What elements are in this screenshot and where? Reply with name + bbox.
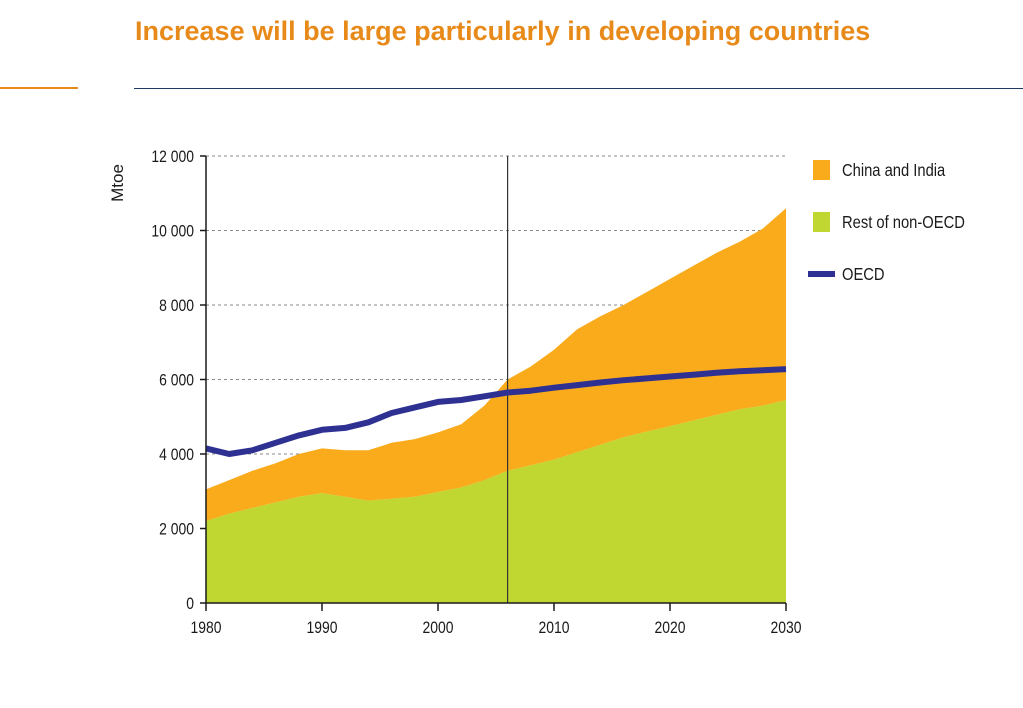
line-oecd	[205, 366, 787, 457]
chart-lines	[205, 366, 787, 457]
x-tick-label: 2020	[655, 619, 686, 638]
y-tick-label: 8 000	[159, 297, 194, 316]
legend-swatch-china-and-india	[813, 160, 830, 180]
x-tick-label: 1990	[307, 619, 338, 638]
y-tick-label: 6 000	[159, 371, 194, 390]
legend-swatch-oecd	[808, 271, 835, 277]
y-tick-label: 0	[186, 595, 194, 614]
legend-label-china-and-india: China and India	[842, 161, 946, 181]
x-tick-label: 2030	[771, 619, 802, 638]
chart-legend: China and India Rest of non-OECD OECD	[808, 160, 965, 284]
x-tick-label: 1980	[191, 619, 222, 638]
chart-areas	[206, 208, 786, 603]
legend-label-oecd: OECD	[842, 265, 885, 285]
legend-label-rest-of-non-oecd: Rest of non-OECD	[842, 213, 965, 233]
x-tick-label: 2010	[539, 619, 570, 638]
y-tick-label: 12 000	[151, 148, 194, 167]
y-tick-label: 10 000	[151, 222, 194, 241]
legend-swatch-rest-of-non-oecd	[813, 212, 830, 232]
chart-axes: 0 2 000 4 000 6 000 8 000 10 000 12 000 1980 199…	[151, 148, 801, 638]
y-tick-label: 2 000	[159, 520, 194, 539]
slide-title: Increase will be large particularly in d…	[135, 16, 871, 46]
area-rest-of-non-oecd	[206, 400, 786, 603]
title-accent-rule	[0, 87, 78, 89]
area-china-and-india	[206, 208, 786, 521]
y-tick-label: 4 000	[159, 446, 194, 465]
x-tick-label: 2000	[423, 619, 454, 638]
y-axis-label: Mtoe	[108, 164, 127, 202]
title-underline-rule	[134, 88, 1023, 89]
